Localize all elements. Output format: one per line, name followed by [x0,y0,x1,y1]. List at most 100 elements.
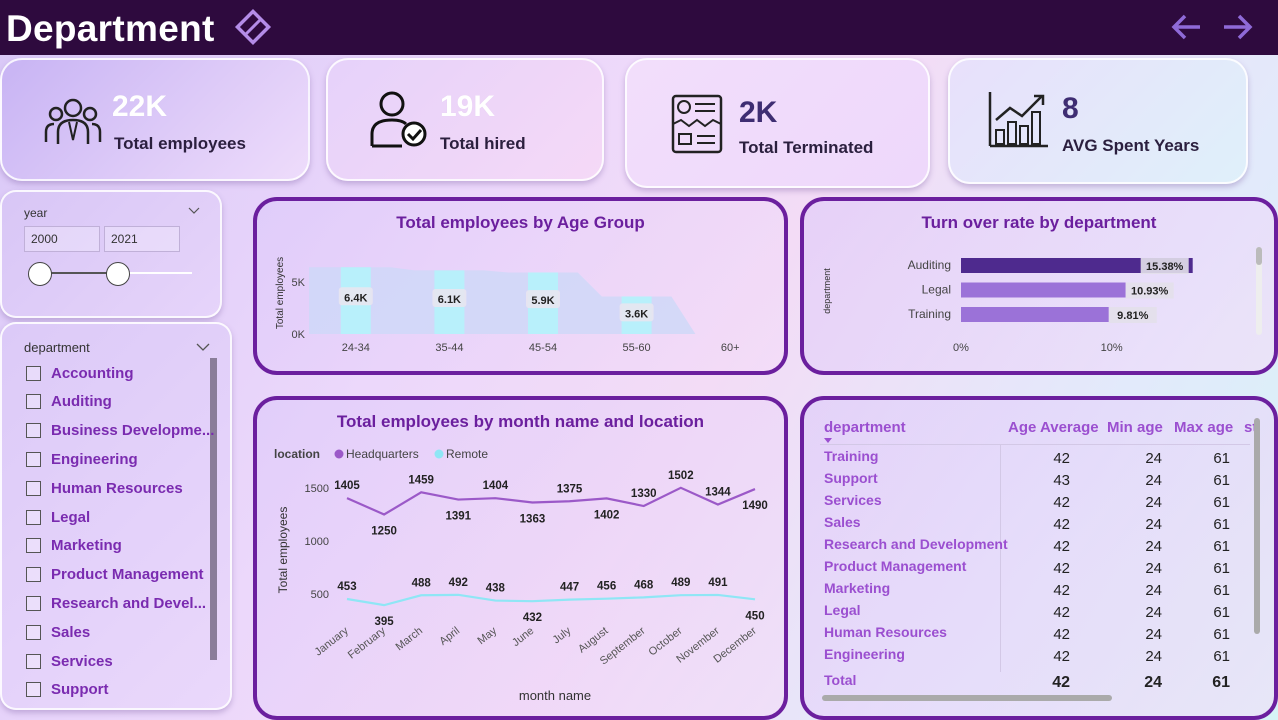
checkbox[interactable] [26,509,41,525]
checkbox[interactable] [26,451,41,467]
turnover-chart: department Auditing 15.38% Legal 10.93% Train… [822,258,1193,354]
department-option-label: Engineering [51,450,138,468]
data-label-bg [1125,282,1174,299]
y-tick-label: 1000 [305,536,329,548]
kpi-value: 19K [440,90,496,123]
x-tick-label: 0% [953,342,969,354]
checkbox[interactable] [26,365,41,381]
department-slicer-scrollbar[interactable] [210,358,217,660]
year-slider-end-handle[interactable] [106,262,130,286]
series-line [346,486,756,516]
y-tick-label: 500 [311,589,329,601]
department-option[interactable]: Support [26,679,109,701]
data-label: 1330 [631,488,657,500]
checkbox[interactable] [26,595,41,611]
chevron-down-icon[interactable] [196,342,210,352]
checkbox[interactable] [26,567,41,583]
year-to-input[interactable]: 2021 [104,226,180,252]
department-option[interactable]: Human Resources [26,477,183,499]
age-table: department Age Average Min age Max age st Tra… [804,400,1274,716]
column-header[interactable]: Age Average [1008,419,1099,436]
department-option[interactable]: Legal [26,506,90,528]
checkbox[interactable] [26,682,41,698]
legend-marker [434,449,444,459]
department-option[interactable]: Marketing [26,535,122,557]
data-label: 9.81% [1117,310,1148,322]
data-label: 1391 [445,511,471,523]
hired-user-icon [370,91,427,148]
column-header[interactable]: Max age [1174,419,1234,436]
total-label: Total [824,672,857,688]
row-department[interactable]: Marketing [824,580,891,596]
row-department[interactable]: Training [824,448,879,464]
cell-avg: 42 [1053,516,1070,533]
kpi-card-total-terminated: 2K Total Terminated [625,58,930,188]
checkbox[interactable] [26,480,41,496]
cell-avg: 42 [1053,648,1070,665]
cell-max: 61 [1213,582,1230,599]
sort-desc-icon[interactable] [824,438,832,443]
cell-max: 61 [1213,648,1230,665]
department-option[interactable]: Auditing [26,391,112,413]
cell-min: 24 [1145,648,1162,665]
year-from-input[interactable]: 2000 [24,226,100,252]
column-divider [1000,444,1001,672]
checkbox[interactable] [26,394,41,410]
year-slicer: year 2000 2021 [0,190,222,318]
cell-min: 24 [1145,516,1162,533]
year-slider-start-handle[interactable] [28,262,52,286]
x-tick-label: 35-44 [435,342,463,354]
kpi-value: 22K [112,90,168,123]
category-label: Training [908,307,951,321]
forward-arrow-icon[interactable] [1220,10,1254,44]
x-tick-label: 60+ [721,342,740,354]
checkbox[interactable] [26,624,41,640]
cell-avg: 42 [1053,538,1070,555]
data-label: 492 [449,577,468,589]
employees-icon [44,98,102,144]
row-department[interactable]: Sales [824,514,861,530]
data-label: 1405 [334,480,360,492]
department-slicer: department Accounting Auditing Business De… [0,322,232,710]
checkbox[interactable] [26,538,41,554]
department-option-label: Product Management [51,566,204,584]
row-department[interactable]: Human Resources [824,624,947,640]
department-option[interactable]: Engineering [26,448,138,470]
table-vertical-scrollbar[interactable] [1254,418,1260,634]
data-label: 1363 [520,514,546,526]
back-arrow-icon[interactable] [1170,10,1204,44]
kpi-card-avg-spent-years: 8 AVG Spent Years [948,58,1248,184]
row-department[interactable]: Product Management [824,558,967,574]
x-tick-label: 24-34 [342,342,370,354]
y-tick-label: 0K [292,329,306,341]
checkbox[interactable] [26,653,41,669]
department-option[interactable]: Sales [26,621,90,643]
cell-min: 24 [1145,472,1162,489]
row-department[interactable]: Research and Development [824,536,1008,552]
legend-title: location [274,447,320,461]
row-department[interactable]: Legal [824,602,861,618]
chevron-down-icon[interactable] [188,206,200,216]
checkbox[interactable] [26,423,41,439]
row-department[interactable]: Engineering [824,646,905,662]
column-header[interactable]: department [824,419,906,436]
department-option[interactable]: Business Developme... [26,420,214,442]
row-department[interactable]: Services [824,492,882,508]
cell-max: 61 [1213,450,1230,467]
legend-label: Remote [446,447,488,461]
table-horizontal-scrollbar[interactable] [822,695,1112,701]
row-department[interactable]: Support [824,470,878,486]
data-label-bg [619,303,654,322]
department-option-label: Research and Devel... [51,594,207,612]
column-header[interactable]: Min age [1107,419,1163,436]
cell-avg: 43 [1053,472,1070,489]
cell-min: 24 [1145,494,1162,511]
turnover-scrollbar[interactable] [1256,247,1262,335]
department-option[interactable]: Research and Devel... [26,592,206,614]
department-option[interactable]: Accounting [26,362,134,384]
cell-avg: 42 [1053,582,1070,599]
department-option[interactable]: Services [26,650,113,672]
year-slider-range [40,272,118,274]
department-option[interactable]: Product Management [26,564,204,586]
chart-title: Total employees by month name and locati… [336,412,705,431]
